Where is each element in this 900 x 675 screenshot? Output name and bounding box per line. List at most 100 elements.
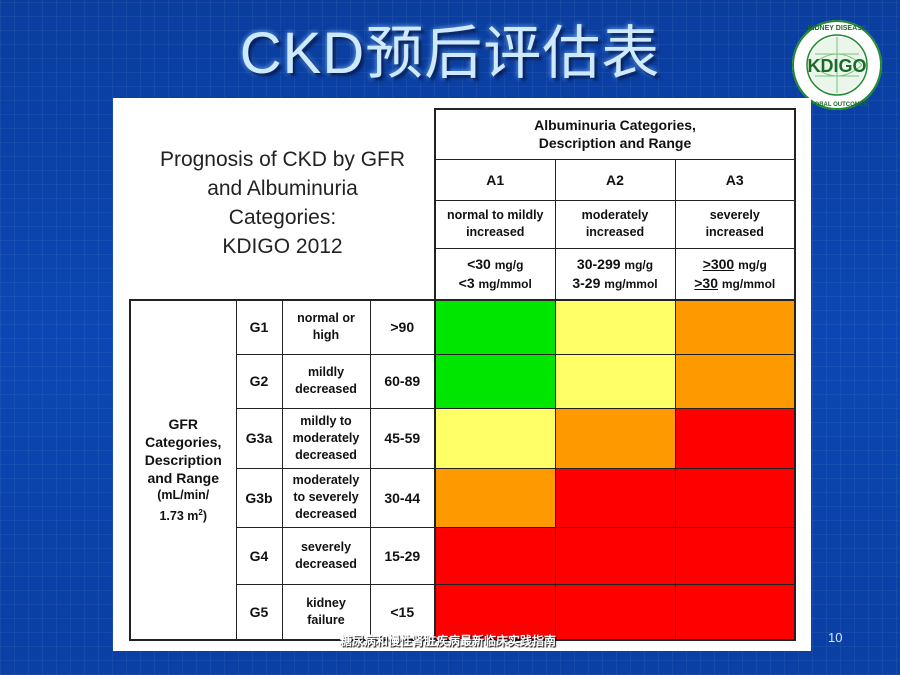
risk-cell-red [674,467,796,528]
range-value: >30 [694,274,718,291]
gfr-desc-line: moderately [292,473,360,487]
risk-cell-red [674,583,796,641]
gfr-header-line: Description [144,451,222,468]
gfr-unit-text: 1.73 m [159,509,199,524]
gfr-table: GFR Categories, Description and Range (m… [129,299,436,641]
gfr-desc-line: decreased [295,382,357,396]
albuminuria-code: A3 [674,158,796,201]
gfr-desc-line: to severely [293,490,359,504]
gfr-range: 30-44 [369,467,436,528]
gfr-desc: normal or high [281,299,371,355]
gfr-desc-line: decreased [295,447,357,462]
risk-cell-green [434,299,556,355]
risk-matrix [434,299,796,641]
gfr-desc-line: mildly to [300,413,352,428]
albuminuria-range: <30 mg/g <3 mg/mmol [434,247,556,301]
albuminuria-desc-line: severely [709,208,760,222]
albuminuria-desc-line: normal to mildly [446,208,544,222]
gfr-code: G5 [235,583,283,641]
albuminuria-header: Albuminuria Categories, Description and … [434,108,796,160]
albuminuria-desc: severely increased [674,199,796,249]
risk-cell-red [554,467,676,528]
range-unit: mg/mmol [604,276,658,291]
kdigo-logo: KDIGO KIDNEY DISEASE GLOBAL OUTCOMES [792,20,882,110]
gfr-code: G4 [235,526,283,585]
gfr-range: 45-59 [369,407,436,469]
risk-cell-yellow [554,353,676,409]
albuminuria-code: A2 [554,158,676,201]
gfr-code: G2 [235,353,283,409]
prognosis-title-line: Categories: [228,206,337,229]
gfr-desc-line: kidney [306,595,346,610]
risk-cell-yellow [434,407,556,469]
risk-cell-red [674,526,796,585]
risk-cell-red [554,583,676,641]
risk-cell-orange [554,407,676,469]
gfr-unit-sup: 2 [198,507,203,517]
gfr-unit-line: 1.73 m2) [131,504,236,525]
range-value: >300 [702,255,735,272]
prognosis-title-line: Prognosis of CKD by GFR [159,148,406,171]
gfr-header-line: GFR [168,415,199,432]
gfr-header-line: and Range [147,469,220,486]
prognosis-title: Prognosis of CKD by GFR and Albuminuria … [140,145,425,261]
albuminuria-code: A1 [434,158,556,201]
svg-text:KDIGO: KDIGO [807,56,866,76]
risk-cell-red [674,407,796,469]
range-unit: mg/g [494,257,524,272]
gfr-code: G3a [235,407,283,469]
svg-text:GLOBAL OUTCOMES: GLOBAL OUTCOMES [806,102,868,108]
albuminuria-header-line: Description and Range [538,135,692,152]
svg-text:KIDNEY DISEASE: KIDNEY DISEASE [808,25,867,32]
gfr-desc-line: normal or [297,311,355,326]
albuminuria-desc: moderately increased [554,199,676,249]
gfr-header: GFR Categories, Description and Range (m… [129,299,237,641]
albuminuria-desc-line: increased [585,225,645,239]
prognosis-title-line: and Albuminuria [207,177,358,200]
albuminuria-desc: normal to mildly increased [434,199,556,249]
albuminuria-header-line: Albuminuria Categories, [534,117,696,134]
gfr-unit-close: ) [202,509,208,524]
albuminuria-desc-line: moderately [581,208,649,222]
prognosis-title-line: KDIGO 2012 [222,235,343,258]
gfr-desc: mildly decreased [281,353,371,409]
slide-title: CKD预后评估表 [239,21,661,86]
range-unit: mg/mmol [721,276,776,291]
gfr-desc: moderately to severely decreased [281,467,371,528]
gfr-header-line: Categories, [145,433,222,450]
risk-cell-red [434,526,556,585]
gfr-desc-line: failure [307,612,345,627]
gfr-range: <15 [369,583,436,641]
risk-cell-green [434,353,556,409]
range-value: <3 [458,274,475,291]
gfr-desc: mildly to moderately decreased [281,407,371,469]
albuminuria-desc-line: increased [466,225,525,239]
page-number: 10 [828,630,843,645]
albuminuria-range: >300 mg/g >30 mg/mmol [674,247,796,301]
gfr-desc-line: moderately [292,430,360,445]
range-unit: mg/mmol [478,276,532,291]
gfr-desc-line: severely [300,539,352,554]
gfr-desc: severely decreased [281,526,371,585]
range-unit: mg/g [624,257,654,272]
risk-cell-orange [674,299,796,355]
risk-cell-orange [674,353,796,409]
range-value: <30 [467,255,491,272]
gfr-unit-line: (mL/min/ [157,487,210,502]
risk-cell-yellow [554,299,676,355]
albuminuria-desc-line: increased [705,225,764,239]
gfr-range: >90 [369,299,436,355]
gfr-range: 60-89 [369,353,436,409]
gfr-desc-line: decreased [295,507,357,521]
range-unit: mg/g [738,257,767,272]
risk-cell-red [554,526,676,585]
gfr-range: 15-29 [369,526,436,585]
risk-cell-orange [434,467,556,528]
gfr-desc-line: high [312,328,340,343]
albuminuria-range: 30-299 mg/g 3-29 mg/mmol [554,247,676,301]
range-value: 3-29 [572,274,601,291]
albuminuria-header-table: Albuminuria Categories, Description and … [434,108,796,301]
gfr-code: G1 [235,299,283,355]
gfr-code: G3b [235,467,283,528]
gfr-desc-line: mildly [307,365,345,379]
